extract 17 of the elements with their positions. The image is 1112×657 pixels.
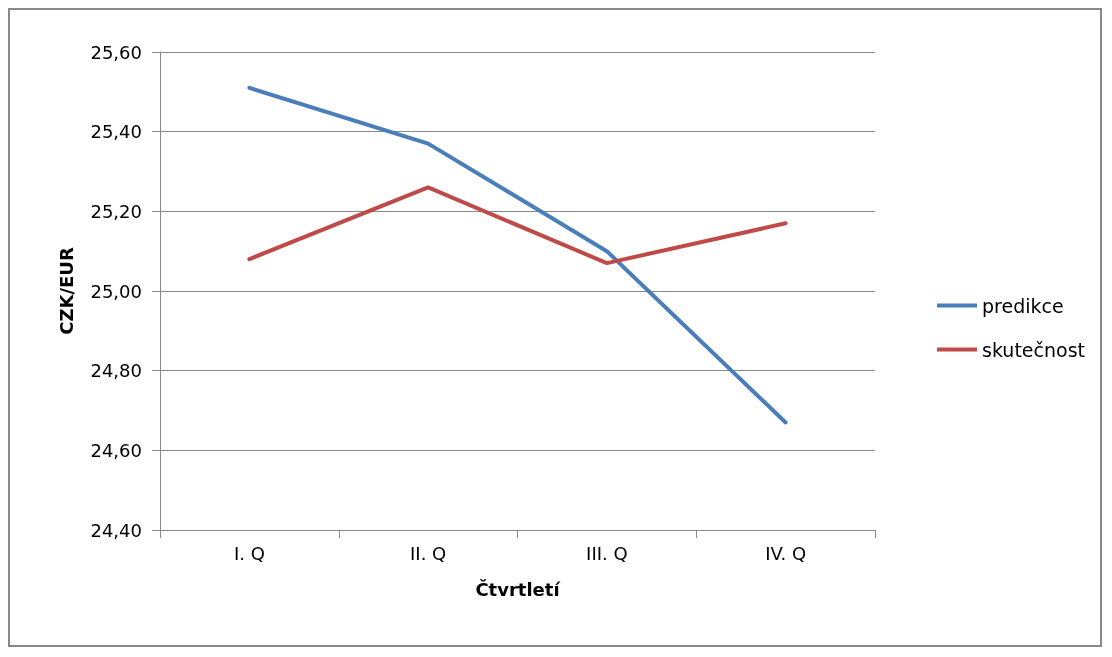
y-tick-label: 25,40 — [90, 121, 142, 143]
y-tick-label: 24,60 — [90, 439, 142, 461]
y-axis-title: CZK/EUR — [55, 247, 77, 335]
x-tick-label: II. Q — [410, 542, 447, 564]
x-tick-label: IV. Q — [765, 542, 807, 564]
line-series — [247, 85, 788, 425]
legend-label: predikce — [982, 294, 1064, 317]
y-tick-label: 25,20 — [90, 200, 142, 222]
y-tick-label: 24,40 — [90, 519, 142, 541]
x-axis-title: Čtvrtletí — [475, 578, 561, 600]
y-tick-label: 25,00 — [90, 280, 142, 302]
y-tick-label: 24,80 — [90, 360, 142, 382]
x-tick-label: III. Q — [586, 542, 628, 564]
x-tick-label: I. Q — [233, 542, 265, 564]
line-series — [247, 185, 788, 266]
legend-label: skutečnost — [982, 338, 1086, 361]
y-tick-label: 25,60 — [90, 41, 142, 63]
